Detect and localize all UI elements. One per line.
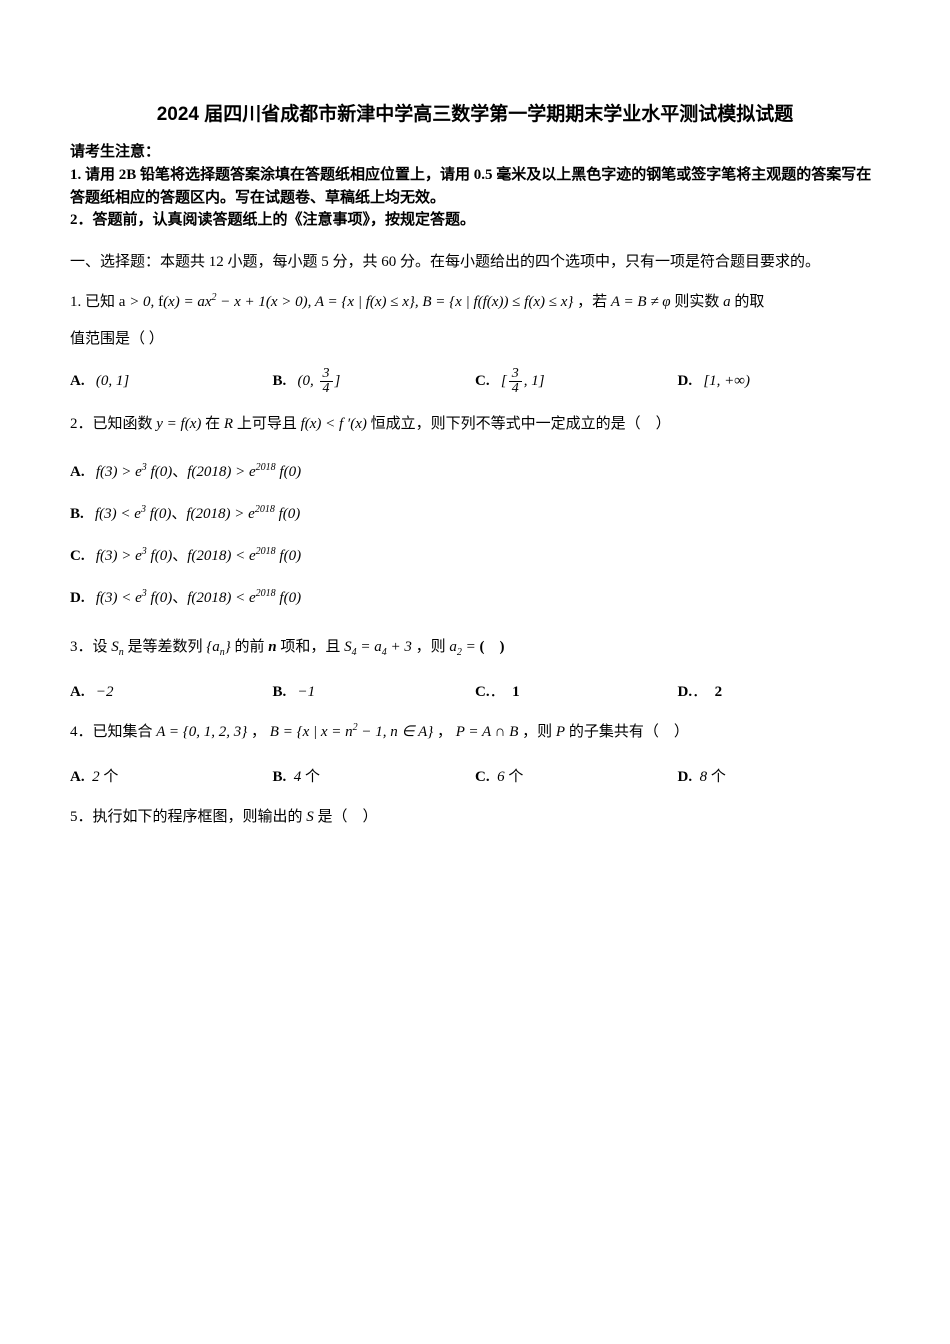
section-1-header: 一、选择题：本题共 12 小题，每小题 5 分，共 60 分。在每小题给出的四个… (70, 250, 880, 274)
q1-math-expr: a > 0, f(x) = ax2 − x + 1(x > 0), A = {x… (119, 294, 574, 310)
opt-value: f(3) < e3 f(0)、f(2018) > e2018 f(0) (95, 506, 300, 522)
question-4: 4．已知集合 A = {0, 1, 2, 3} ， B = {x | x = n… (70, 716, 880, 749)
opt-value: 4 (294, 769, 302, 785)
opt-label: C. (70, 548, 85, 564)
q4-math2: B = {x | x = n2 − 1, n ∈ A} (270, 724, 433, 740)
q4-option-b: B. 4 个 (273, 765, 476, 789)
q1-stem-post: 则实数 a 的取 (674, 294, 764, 310)
q2-stem-mid1: 在 R 上可导且 (205, 416, 300, 432)
opt-value: (0, 1] (96, 373, 129, 389)
q2-stem-pre: 2．已知函数 (70, 416, 156, 432)
notice-header: 请考生注意： (70, 140, 880, 164)
opt-label: D. (678, 684, 693, 700)
question-1: 1. 已知 a > 0, f(x) = ax2 − x + 1(x > 0), … (70, 286, 880, 319)
opt-value: 2 (92, 769, 100, 785)
q4-option-a: A. 2 个 (70, 765, 273, 789)
q1-option-c: C. [34, 1] (475, 367, 678, 396)
question-5: 5．执行如下的程序框图，则输出的 S 是（ ） (70, 801, 880, 834)
q4-math1: A = {0, 1, 2, 3} (156, 724, 247, 740)
q4-options: A. 2 个 B. 4 个 C. 6 个 D. 8 个 (70, 765, 880, 789)
exam-title: 2024 届四川省成都市新津中学高三数学第一学期期末学业水平测试模拟试题 (70, 100, 880, 130)
q3-stem-pre: 3．设 (70, 639, 111, 655)
q3-math3: S4 = a4 + 3 (344, 639, 412, 655)
q3-stem-mid2: 的前 n 项和，且 (235, 639, 345, 655)
opt-value: [1, +∞) (703, 373, 750, 389)
q3-math4: a2 = (449, 639, 475, 655)
q4-stem-mid1: ， (251, 724, 266, 740)
opt-label: C. (475, 769, 490, 785)
q2-math2: f(x) < f ′(x) (301, 416, 367, 432)
opt-unit: 个 (305, 769, 320, 785)
notice-line-2: 2．答题前，认真阅读答题纸上的《注意事项》，按规定答题。 (70, 209, 880, 232)
q3-math2: {an} (206, 639, 231, 655)
opt-value: −1 (298, 684, 316, 700)
q4-stem-mid3: ，则 P 的子集共有（ ） (522, 724, 689, 740)
opt-value: f(3) < e3 f(0)、f(2018) < e2018 f(0) (96, 590, 301, 606)
q2-option-a: A. f(3) > e3 f(0)、f(2018) > e2018 f(0) (70, 451, 880, 493)
opt-label: A. (70, 464, 85, 480)
opt-label: B. (70, 506, 84, 522)
q3-option-d: D.． 2 (678, 680, 881, 704)
opt-value: −2 (96, 684, 114, 700)
opt-unit: 个 (508, 769, 523, 785)
opt-value: f(3) > e3 f(0)、f(2018) > e2018 f(0) (96, 464, 301, 480)
q2-option-d: D. f(3) < e3 f(0)、f(2018) < e2018 f(0) (70, 577, 880, 619)
q2-option-c: C. f(3) > e3 f(0)、f(2018) < e2018 f(0) (70, 535, 880, 577)
opt-value: [34, 1] (501, 373, 545, 389)
opt-label: B. (273, 684, 287, 700)
q3-stem-post: ( ) (480, 639, 505, 655)
opt-value: f(3) > e3 f(0)、f(2018) < e2018 f(0) (96, 548, 301, 564)
q3-math1: Sn (111, 639, 124, 655)
q1-option-d: D. [1, +∞) (678, 369, 881, 393)
opt-unit: 个 (711, 769, 726, 785)
opt-label: B. (273, 769, 287, 785)
opt-value: 2 (715, 684, 723, 700)
q1-stem-line2: 值范围是（ ） (70, 327, 880, 351)
q4-stem-mid2: ， (437, 724, 452, 740)
q4-stem-pre: 4．已知集合 (70, 724, 156, 740)
notice-line-1: 1. 请用 2B 铅笔将选择题答案涂填在答题纸相应位置上，请用 0.5 毫米及以… (70, 164, 880, 209)
q2-stem-post: 恒成立，则下列不等式中一定成立的是（ ） (371, 416, 671, 432)
opt-label: A. (70, 769, 85, 785)
q2-math1: y = f(x) (156, 416, 201, 432)
q4-math3: P = A ∩ B (456, 724, 519, 740)
question-2: 2．已知函数 y = f(x) 在 R 上可导且 f(x) < f ′(x) 恒… (70, 408, 880, 441)
opt-label: A. (70, 373, 85, 389)
q3-stem-mid1: 是等差数列 (128, 639, 207, 655)
q4-option-d: D. 8 个 (678, 765, 881, 789)
q2-options: A. f(3) > e3 f(0)、f(2018) > e2018 f(0) B… (70, 451, 880, 619)
opt-value: (0, 34] (298, 373, 341, 389)
opt-value: 8 (700, 769, 708, 785)
q1-options: A. (0, 1] B. (0, 34] C. [34, 1] D. [1, +… (70, 367, 880, 396)
q1-stem-pre: 1. 已知 (70, 294, 119, 310)
q4-option-c: C. 6 个 (475, 765, 678, 789)
opt-unit: 个 (103, 769, 118, 785)
question-3: 3．设 Sn 是等差数列 {an} 的前 n 项和，且 S4 = a4 + 3 … (70, 631, 880, 664)
q2-option-b: B. f(3) < e3 f(0)、f(2018) > e2018 f(0) (70, 493, 880, 535)
q3-stem-mid3: ，则 (416, 639, 450, 655)
opt-value: 1 (512, 684, 520, 700)
opt-label: C. (475, 373, 490, 389)
opt-label: D. (70, 590, 85, 606)
opt-label: B. (273, 373, 287, 389)
opt-label: C. (475, 684, 490, 700)
q5-stem: 5．执行如下的程序框图，则输出的 S 是（ ） (70, 809, 378, 825)
opt-label: D. (678, 373, 693, 389)
q1-option-b: B. (0, 34] (273, 367, 476, 396)
q3-option-b: B. −1 (273, 680, 476, 704)
opt-value: 6 (497, 769, 505, 785)
q3-option-c: C.． 1 (475, 680, 678, 704)
q1-option-a: A. (0, 1] (70, 369, 273, 393)
q3-options: A. −2 B. −1 C.． 1 D.． 2 (70, 680, 880, 704)
opt-label: D. (678, 769, 693, 785)
q3-option-a: A. −2 (70, 680, 273, 704)
opt-label: A. (70, 684, 85, 700)
q1-stem-mid: ，若 (577, 294, 611, 310)
q1-math-expr2: A = B ≠ φ (611, 294, 671, 310)
